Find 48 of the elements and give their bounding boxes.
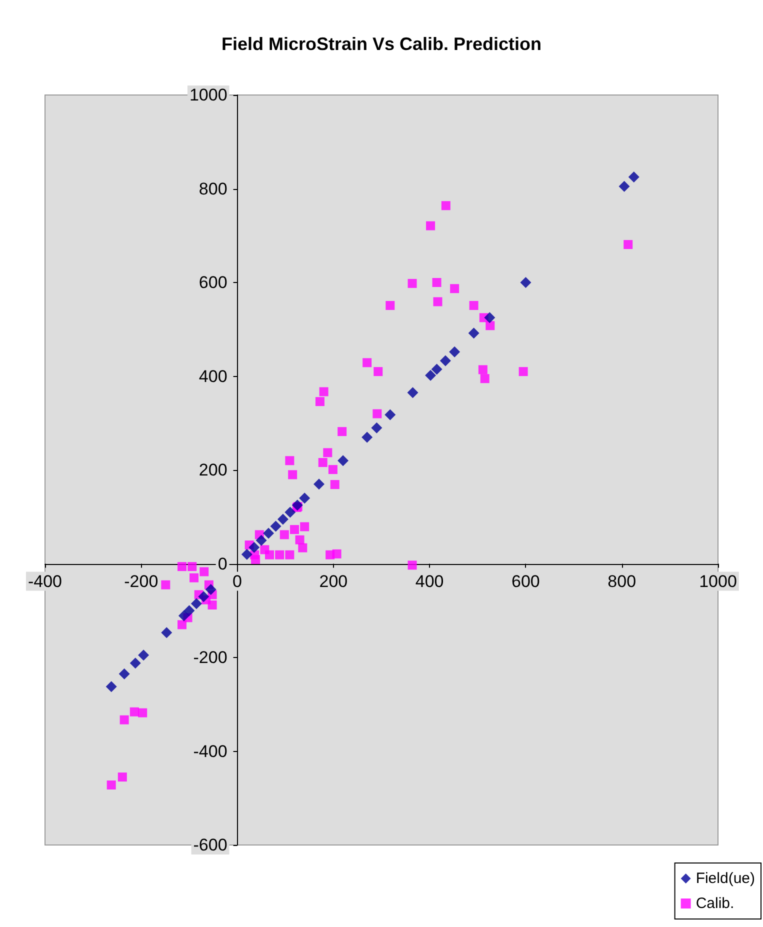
point bbox=[628, 172, 640, 183]
point bbox=[190, 598, 202, 610]
legend-label: Calib. bbox=[696, 895, 734, 912]
point bbox=[277, 514, 288, 525]
y-tick-label: -600 bbox=[193, 836, 228, 854]
point bbox=[161, 627, 172, 638]
point bbox=[106, 681, 117, 692]
point bbox=[338, 455, 349, 466]
x-tick-label: -200 bbox=[124, 572, 158, 591]
point bbox=[618, 180, 630, 192]
point bbox=[520, 277, 532, 288]
point bbox=[299, 492, 310, 504]
point bbox=[449, 346, 460, 358]
point bbox=[184, 605, 195, 616]
y-tick-label: -200 bbox=[193, 648, 228, 667]
point bbox=[440, 355, 451, 366]
x-tick-label: 600 bbox=[512, 572, 540, 591]
y-tick-label: -400 bbox=[193, 742, 228, 761]
x-tick-label: 1000 bbox=[699, 572, 737, 591]
chart-title: Field MicroStrain Vs Calib. Prediction bbox=[221, 34, 542, 54]
point bbox=[407, 387, 418, 398]
point bbox=[425, 370, 436, 381]
point bbox=[362, 432, 373, 443]
point bbox=[241, 548, 252, 560]
legend-label: Field(ue) bbox=[696, 870, 756, 887]
y-tick-label: 200 bbox=[198, 460, 228, 480]
point bbox=[431, 364, 442, 375]
x-tick-label: 400 bbox=[415, 572, 444, 591]
y-tick-label: 0 bbox=[218, 554, 228, 574]
point bbox=[314, 478, 325, 490]
y-tick-label: 600 bbox=[198, 273, 228, 292]
point bbox=[118, 668, 130, 680]
point bbox=[284, 506, 296, 518]
x-tick-label: 0 bbox=[232, 572, 242, 591]
x-tick-label: 800 bbox=[608, 572, 636, 591]
point bbox=[130, 658, 141, 669]
point bbox=[468, 328, 480, 339]
y-tick-label: 800 bbox=[198, 179, 228, 198]
point bbox=[270, 520, 282, 532]
x-tick-label: -400 bbox=[28, 572, 62, 591]
point bbox=[138, 650, 150, 661]
point bbox=[292, 500, 303, 511]
y-tick-label: 1000 bbox=[189, 86, 228, 104]
x-tick-label: 200 bbox=[319, 572, 348, 591]
point bbox=[384, 409, 396, 420]
point bbox=[371, 422, 382, 434]
point bbox=[263, 528, 274, 539]
y-tick-label: 400 bbox=[198, 366, 228, 386]
